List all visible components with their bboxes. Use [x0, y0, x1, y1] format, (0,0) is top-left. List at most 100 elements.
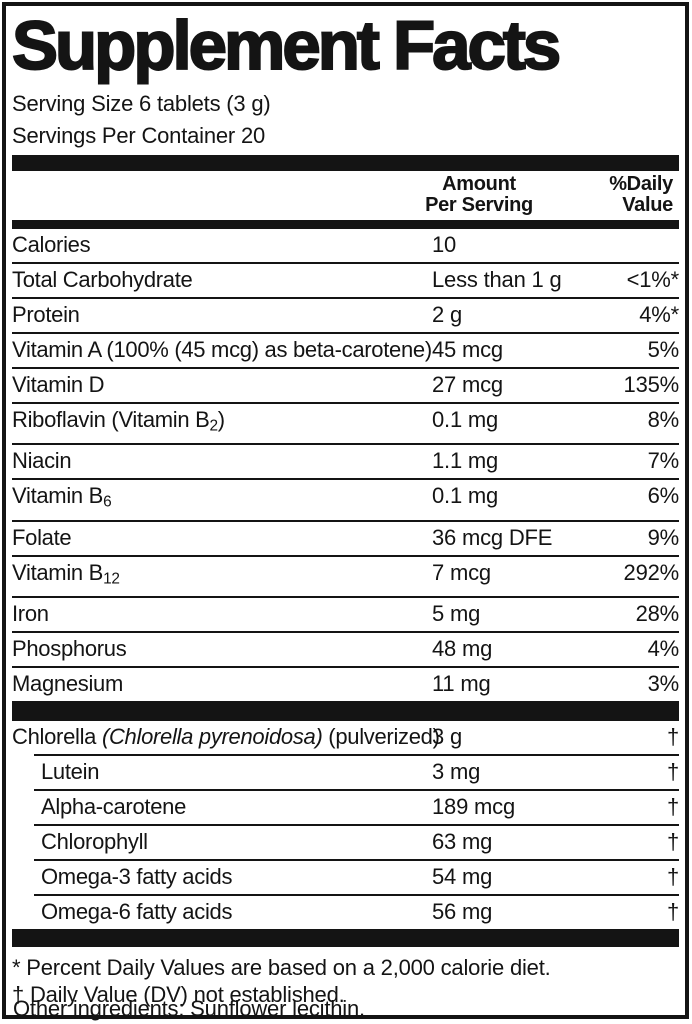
- table-row: Calories 10: [12, 229, 679, 262]
- table-row: Chlorophyll 63 mg †: [12, 826, 679, 859]
- daily-value-percent: †: [666, 829, 679, 855]
- table-row: Vitamin B6 0.1 mg 6%: [12, 480, 679, 519]
- ingredient-name: Calories: [12, 232, 91, 257]
- table-row: Niacin 1.1 mg 7%: [12, 445, 679, 478]
- amount-per-serving-value: 3 g: [432, 724, 462, 750]
- table-row: Vitamin B12 7 mcg 292%: [12, 557, 679, 596]
- botanical-table: Chlorella (Chlorella pyrenoidosa) (pulve…: [12, 721, 679, 929]
- table-row: Folate 36 mcg DFE 9%: [12, 522, 679, 555]
- footnote-asterisk: * Percent Daily Values are based on a 2,…: [12, 955, 551, 981]
- divider-bar-top: [12, 155, 679, 171]
- ingredient-name: Vitamin D: [12, 372, 105, 397]
- row-divider: [34, 859, 679, 862]
- divider-bar-bottom: [12, 929, 679, 948]
- table-row: Chlorella (Chlorella pyrenoidosa) (pulve…: [12, 721, 679, 754]
- ingredient-name: Vitamin B12: [12, 559, 120, 588]
- column-header-amount: Amount Per Serving: [391, 174, 567, 216]
- amount-per-serving-value: 45 mcg: [432, 337, 503, 362]
- row-divider: [12, 443, 679, 446]
- row-divider: [34, 754, 679, 757]
- amount-per-serving-value: 3 mg: [432, 759, 481, 785]
- divider-bar-header: [12, 220, 679, 229]
- column-headers: Amount Per Serving %Daily Value: [12, 171, 679, 220]
- amount-per-serving-value: 48 mg: [432, 636, 493, 662]
- row-divider: [12, 332, 679, 334]
- panel-title: Supplement Facts: [11, 7, 562, 85]
- ingredient-name: Protein: [12, 302, 80, 327]
- row-divider: [12, 367, 679, 369]
- row-divider: [12, 631, 679, 634]
- row-divider: [12, 402, 679, 404]
- amount-per-serving-value: 5 mg: [432, 601, 481, 627]
- amount-per-serving-value: 2 g: [432, 302, 462, 327]
- row-divider: [34, 894, 679, 897]
- table-row: Vitamin A (100% (45 mcg) as beta-caroten…: [12, 334, 679, 367]
- daily-value-percent: 8%: [647, 407, 680, 432]
- divider-bar-middle: [12, 701, 679, 722]
- table-row: Protein 2 g 4%*: [12, 299, 679, 332]
- daily-value-percent: †: [666, 864, 679, 890]
- ingredient-name: Lutein: [41, 759, 100, 785]
- daily-value-percent: †: [666, 899, 679, 925]
- daily-value-percent: 4%: [647, 636, 680, 662]
- ingredient-name: Vitamin B6: [12, 483, 112, 511]
- daily-value-percent: †: [666, 759, 679, 785]
- table-row: Omega-3 fatty acids 54 mg †: [12, 861, 679, 894]
- daily-value-percent: †: [666, 794, 679, 820]
- amount-per-serving-value: 10: [432, 232, 457, 257]
- table-row: Alpha-carotene 189 mcg †: [12, 791, 679, 824]
- row-divider: [12, 596, 679, 599]
- column-header-daily-value: %Daily Value: [567, 174, 679, 216]
- ingredient-name: Iron: [12, 601, 49, 627]
- other-ingredients: Other ingredients: Sunflower lecithin.: [13, 996, 365, 1021]
- row-divider: [12, 519, 679, 522]
- daily-value-percent: 6%: [647, 483, 680, 509]
- table-row: Omega-6 fatty acids 56 mg †: [12, 896, 679, 929]
- amount-per-serving-value: 0.1 mg: [432, 483, 499, 509]
- amount-per-serving-value: 27 mcg: [432, 372, 503, 397]
- amount-per-serving-value: 63 mg: [432, 829, 493, 855]
- row-divider: [12, 666, 679, 669]
- table-row: Riboflavin (Vitamin B2) 0.1 mg 8%: [12, 404, 679, 443]
- ingredient-name: Omega-6 fatty acids: [41, 899, 233, 925]
- ingredient-name: Omega-3 fatty acids: [41, 864, 233, 890]
- ingredient-name: Chlorophyll: [41, 829, 148, 855]
- amount-per-serving-value: 0.1 mg: [432, 407, 499, 432]
- amount-header-line2: Per Serving: [425, 194, 533, 216]
- daily-value-percent: 292%: [623, 559, 680, 585]
- row-divider: [12, 554, 679, 557]
- row-divider: [12, 262, 679, 264]
- footnote-dagger: † Daily Value (DV) not established.: [12, 982, 345, 1008]
- nutrient-table: Calories 10 Total Carbohydrate Less than 1 …: [12, 229, 679, 701]
- row-divider: [34, 824, 679, 827]
- amount-per-serving-value: 56 mg: [432, 899, 493, 925]
- amount-per-serving-value: 189 mcg: [432, 794, 515, 820]
- daily-value-percent: 7%: [647, 448, 680, 474]
- daily-value-percent: [567, 234, 679, 256]
- servings-per-container: Servings Per Container 20: [12, 123, 266, 148]
- dv-header-line1: %Daily: [609, 173, 673, 195]
- daily-value-percent: 28%: [635, 601, 680, 627]
- row-divider: [12, 297, 679, 299]
- ingredient-name: Total Carbohydrate: [12, 267, 193, 292]
- amount-per-serving-value: 36 mcg DFE: [432, 524, 553, 550]
- daily-value-percent: †: [666, 724, 679, 750]
- daily-value-percent: <1%*: [626, 267, 680, 292]
- table-row: Magnesium 11 mg 3%: [12, 668, 679, 701]
- amount-per-serving-value: Less than 1 g: [432, 267, 562, 292]
- ingredient-name: Vitamin A (100% (45 mcg) as beta-caroten…: [12, 337, 432, 362]
- daily-value-percent: 9%: [647, 524, 680, 550]
- table-row: Phosphorus 48 mg 4%: [12, 633, 679, 666]
- ingredient-name: Riboflavin (Vitamin B2): [12, 407, 225, 435]
- daily-value-percent: 5%: [647, 337, 680, 362]
- footnotes: * Percent Daily Values are based on a 2,…: [12, 947, 679, 1011]
- daily-value-percent: 3%: [647, 671, 680, 697]
- amount-per-serving-value: 7 mcg: [432, 559, 491, 585]
- amount-per-serving-value: 11 mg: [432, 671, 491, 697]
- ingredient-name: Niacin: [12, 448, 72, 474]
- daily-value-percent: 135%: [623, 372, 680, 397]
- daily-value-percent: 4%*: [639, 302, 679, 327]
- table-row: Total Carbohydrate Less than 1 g <1%*: [12, 264, 679, 297]
- ingredient-name: Folate: [12, 524, 72, 550]
